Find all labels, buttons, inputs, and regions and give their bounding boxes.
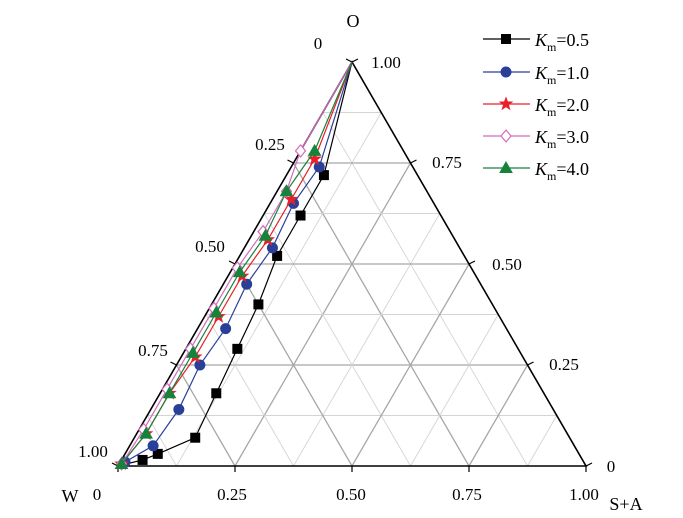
right-tick — [468, 260, 476, 265]
series-group — [114, 61, 353, 469]
legend-marker — [499, 160, 513, 173]
data-point — [232, 343, 243, 354]
legend-label: Km=0.5 — [534, 30, 589, 54]
bottom-tick-label: 1.00 — [569, 485, 599, 504]
right-tick-label: 0.75 — [432, 153, 462, 172]
data-point — [232, 265, 247, 278]
data-series — [114, 61, 353, 471]
grid-line — [527, 415, 558, 467]
grid-line — [468, 364, 529, 467]
legend-entry: Km=4.0 — [483, 159, 589, 183]
legend-entry: Km=1.0 — [483, 63, 589, 87]
right-tick-label: 0 — [607, 457, 616, 476]
legend-marker — [500, 129, 512, 143]
grid-lines — [146, 112, 558, 467]
legend-symbol — [483, 66, 530, 78]
data-point — [147, 440, 159, 452]
data-point — [194, 359, 206, 371]
right-tick — [585, 462, 593, 467]
left-tick-label: 1.00 — [78, 442, 108, 461]
grid-line — [234, 263, 353, 467]
right-tick — [410, 159, 417, 164]
left-tick — [345, 58, 353, 63]
data-point — [258, 228, 273, 241]
left-tick — [228, 260, 236, 265]
legend-symbol — [483, 96, 530, 111]
legend-marker — [498, 96, 514, 111]
data-point — [152, 448, 163, 459]
vertex-label-right: S+A — [609, 494, 642, 514]
left-tick — [170, 361, 177, 366]
legend-symbol — [483, 34, 530, 44]
grid-line — [322, 112, 528, 467]
data-point — [209, 305, 224, 318]
legend: Km=0.5 Km=1.0 Km=2.0 Km=3.0 Km=4.0 — [483, 30, 589, 183]
left-tick-label: 0.50 — [195, 237, 225, 256]
grid-line — [351, 263, 470, 467]
data-point — [190, 432, 201, 443]
data-point — [253, 299, 264, 310]
legend-label: Km=4.0 — [534, 159, 589, 183]
legend-marker — [501, 34, 511, 44]
grid-line — [176, 112, 382, 467]
series-group — [117, 61, 353, 467]
right-tick-label: 0.50 — [492, 255, 522, 274]
right-tick-label: 0.25 — [549, 355, 579, 374]
data-point — [162, 386, 177, 399]
grid-line — [205, 314, 294, 467]
data-point — [186, 345, 200, 358]
left-tick-label: 0.75 — [138, 341, 168, 360]
vertex-label-left: W — [62, 486, 79, 506]
legend-marker — [500, 66, 512, 78]
data-point — [307, 143, 322, 156]
right-tick — [351, 58, 359, 63]
left-tick-label: 0.25 — [255, 135, 285, 154]
data-point — [173, 403, 185, 415]
legend-entry: Km=0.5 — [483, 30, 589, 54]
legend-symbol — [483, 160, 530, 173]
bottom-tick-label: 0.75 — [452, 485, 482, 504]
data-point — [295, 210, 306, 221]
data-point — [279, 184, 294, 197]
data-point — [266, 242, 278, 254]
data-point — [313, 161, 325, 173]
bottom-tick-label: 0.50 — [336, 485, 366, 504]
legend-symbol — [483, 129, 530, 143]
data-point — [220, 323, 232, 335]
legend-label: Km=2.0 — [534, 95, 589, 119]
legend-entry: Km=3.0 — [483, 127, 589, 151]
series-group — [117, 61, 353, 468]
data-point — [139, 426, 153, 439]
grid-line — [293, 213, 441, 467]
data-point — [294, 143, 307, 158]
legend-entry: Km=2.0 — [483, 95, 589, 119]
left-tick-label: 0 — [314, 34, 323, 53]
legend-label: Km=3.0 — [534, 127, 589, 151]
right-tick-label: 1.00 — [371, 53, 401, 72]
data-point — [272, 250, 283, 261]
data-point — [137, 454, 148, 465]
data-point — [318, 170, 329, 181]
data-point — [241, 278, 253, 290]
vertex-label-top: O — [347, 11, 360, 31]
right-tick — [527, 361, 534, 366]
bottom-tick-label: 0 — [93, 485, 102, 504]
left-tick — [287, 159, 294, 164]
grid-line — [410, 314, 499, 467]
bottom-tick-label: 0.25 — [217, 485, 247, 504]
grid-line — [263, 213, 411, 467]
data-point — [114, 456, 129, 469]
data-point — [211, 388, 222, 399]
legend-label: Km=1.0 — [534, 63, 589, 87]
